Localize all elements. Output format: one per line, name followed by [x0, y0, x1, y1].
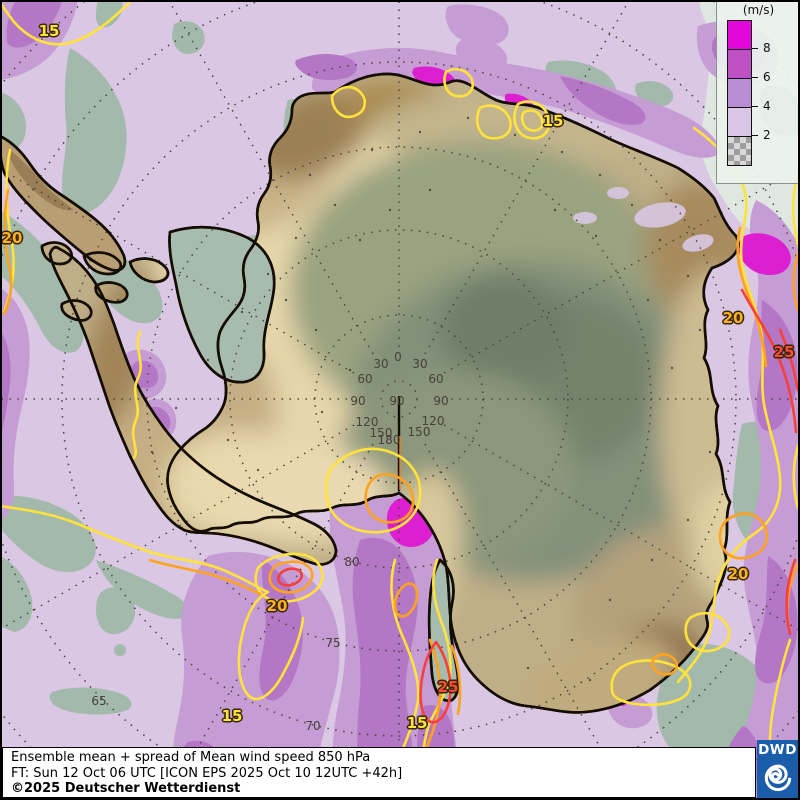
legend-tick-label: 6	[752, 70, 771, 84]
contour-25	[276, 288, 800, 724]
dwd-logo-text: DWD	[758, 742, 797, 758]
legend-tick-label: 8	[752, 41, 771, 55]
legend-tick-label: 2	[752, 128, 771, 142]
legend-swatch	[727, 49, 752, 79]
caption-box: Ensemble mean + spread of Mean wind spee…	[2, 747, 756, 798]
legend-swatch	[727, 136, 752, 166]
caption-forecast-time: FT: Sun 12 Oct 06 UTC [ICON EPS 2025 Oct…	[11, 765, 403, 781]
legend-swatch	[727, 20, 752, 50]
caption-title: Ensemble mean + spread of Mean wind spee…	[11, 750, 371, 765]
caption-copyright: ©2025 Deutscher Wetterdienst	[11, 781, 241, 796]
legend-title: (m/s)	[742, 3, 775, 17]
legend-tick-label: 4	[752, 99, 771, 113]
spiral-icon	[764, 764, 791, 792]
legend-swatch	[727, 78, 752, 108]
dwd-logo: DWD	[757, 740, 798, 798]
legend-swatches: 8 6 4 2	[727, 20, 771, 166]
legend: (m/s) 8 6 4 2	[716, 0, 800, 184]
legend-swatch	[727, 107, 752, 137]
